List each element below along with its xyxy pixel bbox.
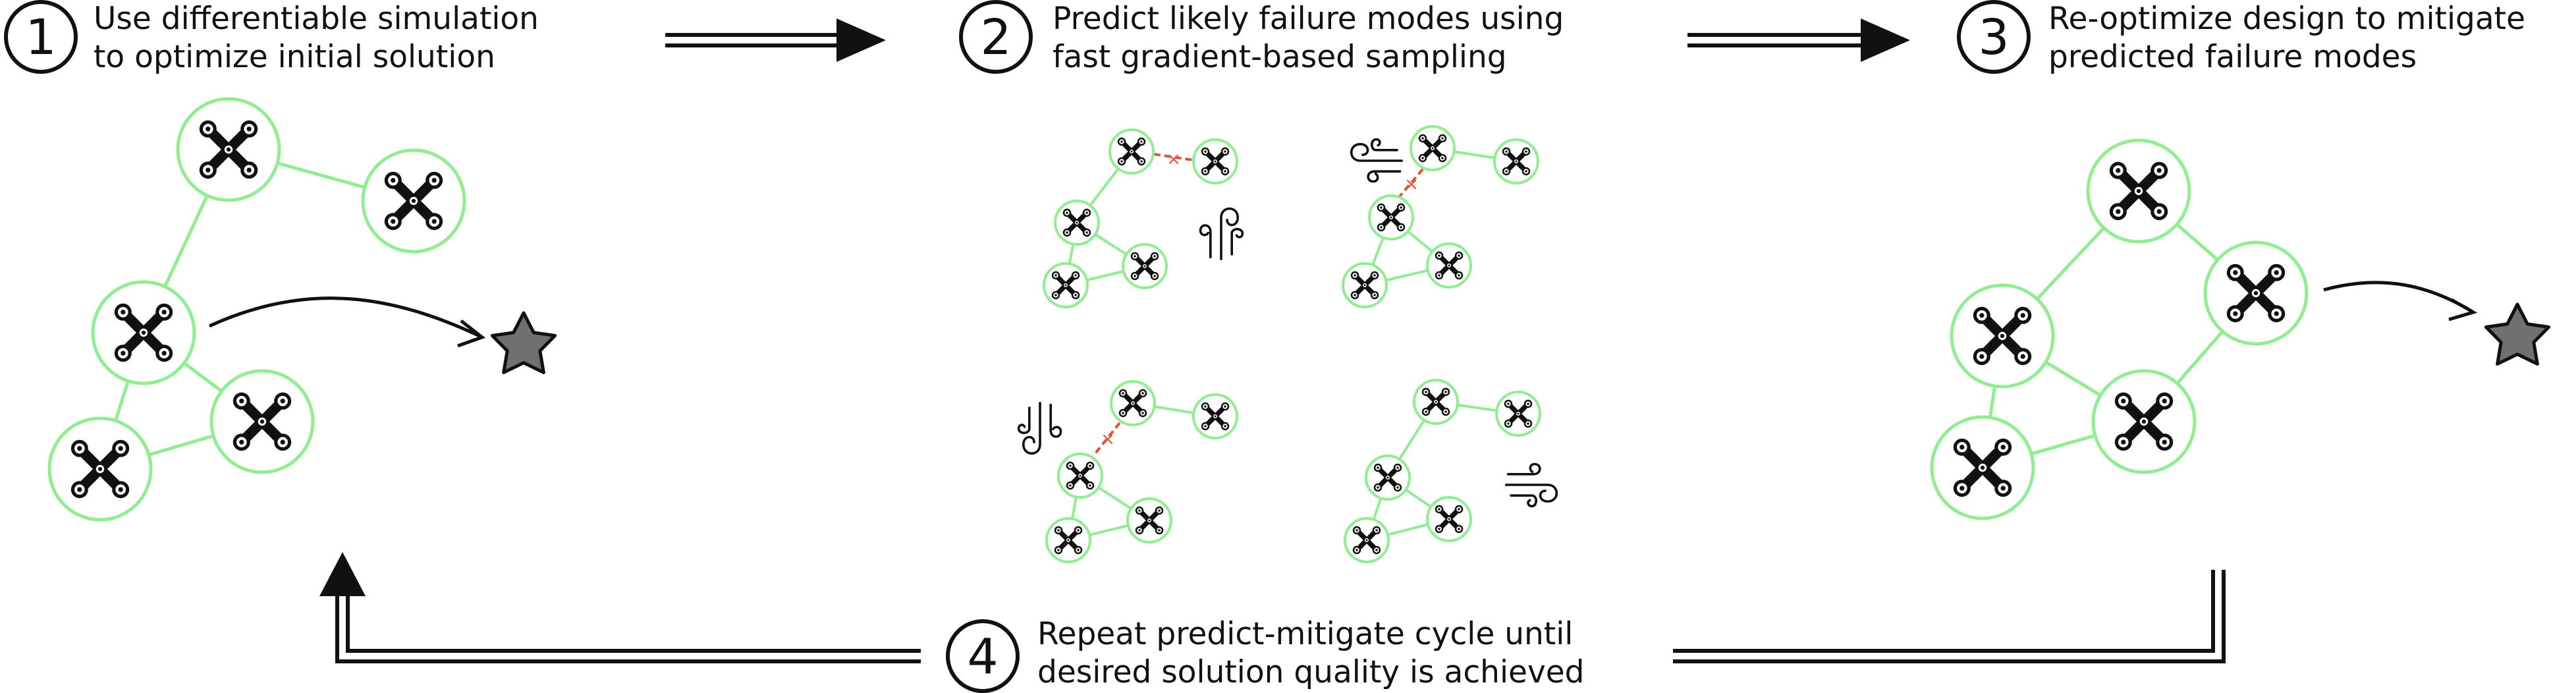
- arrow-1-to-2: [665, 18, 886, 62]
- broken-link-icon: [1398, 168, 1424, 198]
- step-1-line-1: Use differentiable simulation: [94, 1, 539, 37]
- trajectory-arrowhead: [2448, 298, 2478, 321]
- feedback-arrowhead: [319, 552, 366, 596]
- step-3-header: 3 Re-optimize design to mitigate predict…: [1957, 0, 2525, 75]
- arrow-2-to-3: [1687, 18, 1910, 62]
- failure-scenario-4: [1344, 379, 1558, 563]
- trajectory-arrowhead: [457, 319, 486, 348]
- wind-gust-icon: [1017, 401, 1062, 455]
- step-1-line-2: to optimize initial solution: [94, 39, 495, 75]
- step-2-badge: [959, 0, 1033, 74]
- wind-gust-icon: [1504, 462, 1558, 508]
- target-star-icon: [490, 311, 557, 374]
- failure-scenario-2: ×: [1342, 125, 1539, 308]
- step-4-label: 4 Repeat predict-mitigate cycle until de…: [946, 616, 1585, 693]
- broken-link-icon: [1153, 153, 1194, 161]
- step-2-number: 2: [980, 9, 1011, 66]
- broken-link-icon: [1092, 422, 1121, 457]
- initial-swarm: [47, 97, 557, 522]
- broken-link-mark: ×: [1166, 150, 1181, 169]
- step-2-line-2: fast gradient-based sampling: [1053, 39, 1507, 75]
- failure-scenario-1: ×: [1043, 128, 1244, 308]
- wind-gust-icon: [1199, 207, 1244, 261]
- failure-scenario-3: ×: [1017, 380, 1238, 563]
- step-1-header: 1 Use differentiable simulation to optim…: [4, 0, 539, 75]
- step-2-line-1: Predict likely failure modes using: [1053, 1, 1564, 37]
- step-4-badge: [946, 619, 1020, 693]
- step-1-number: 1: [25, 9, 56, 66]
- step-1-badge: [4, 0, 78, 74]
- trajectory-arrow: [208, 296, 481, 338]
- step-4-line-2: desired solution quality is achieved: [1037, 654, 1585, 690]
- step-4-line-1: Repeat predict-mitigate cycle until: [1037, 616, 1573, 652]
- step-2-header: 2 Predict likely failure modes using fas…: [959, 0, 1564, 75]
- step-3-line-1: Re-optimize design to mitigate: [2048, 1, 2525, 37]
- step-3-line-2: predicted failure modes: [2048, 39, 2417, 75]
- step-3-number: 3: [1978, 9, 2009, 66]
- target-star-icon: [2484, 302, 2551, 366]
- step-3-badge: [1957, 0, 2031, 74]
- wind-gust-icon: [1350, 138, 1404, 183]
- broken-link-mark: ×: [1101, 430, 1115, 449]
- trajectory-arrow: [2323, 281, 2473, 313]
- optimized-swarm: [1930, 138, 2551, 520]
- broken-link-mark: ×: [1404, 175, 1419, 194]
- step-4-number: 4: [967, 628, 998, 685]
- feedback-loop-arrow: [335, 570, 2226, 663]
